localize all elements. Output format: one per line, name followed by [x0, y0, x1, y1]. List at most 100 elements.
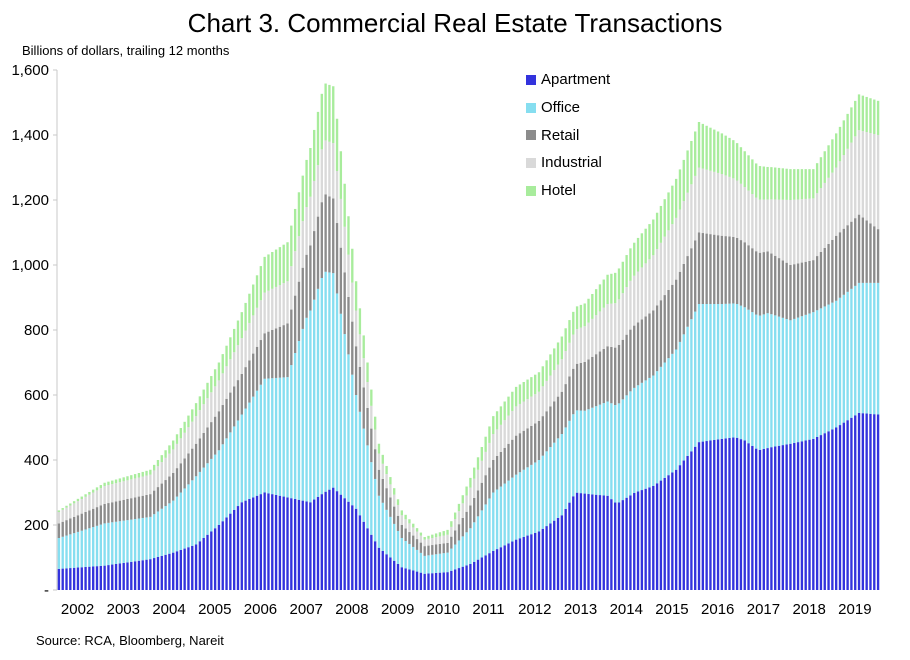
bar-apartment-214 [873, 414, 876, 590]
bar-office-30 [172, 500, 175, 553]
bar-industrial-182 [751, 194, 754, 249]
bar-office-186 [766, 313, 769, 449]
bar-industrial-165 [686, 192, 689, 257]
bar-hotel-18 [126, 476, 129, 481]
bar-apartment-88 [393, 560, 396, 590]
bar-apartment-109 [473, 561, 476, 590]
bar-hotel-6 [80, 496, 83, 499]
x-tick-label: 2011 [472, 601, 504, 618]
bar-retail-188 [774, 255, 777, 316]
bar-office-140 [591, 407, 594, 495]
bar-office-93 [412, 546, 415, 571]
x-tick-label: 2002 [61, 601, 94, 618]
bar-office-144 [606, 401, 609, 496]
bar-industrial-54 [263, 292, 266, 334]
bar-office-41 [213, 454, 217, 529]
bar-hotel-99 [434, 533, 438, 538]
bar-hotel-17 [122, 477, 125, 482]
bar-office-147 [617, 403, 621, 503]
bar-apartment-162 [674, 469, 678, 590]
legend-label-hotel: Hotel [541, 182, 577, 200]
bar-apartment-137 [579, 493, 583, 590]
bar-industrial-134 [568, 342, 571, 377]
bar-industrial-201 [823, 182, 826, 248]
bar-hotel-63 [297, 192, 301, 237]
bar-retail-70 [324, 194, 327, 272]
bar-hotel-81 [366, 362, 369, 382]
bar-office-149 [625, 395, 628, 498]
bar-industrial-197 [808, 198, 811, 261]
bar-retail-141 [594, 354, 598, 407]
bar-office-43 [221, 444, 224, 522]
bar-retail-53 [259, 340, 263, 385]
bar-retail-209 [854, 218, 857, 286]
y-tick-label: 600 [24, 387, 49, 404]
bar-office-213 [869, 282, 872, 414]
bar-retail-59 [282, 325, 285, 378]
bar-industrial-153 [640, 267, 644, 320]
bar-office-106 [461, 536, 464, 567]
bar-office-56 [271, 378, 274, 495]
bar-industrial-131 [556, 364, 560, 397]
bar-apartment-131 [556, 517, 560, 590]
x-tick-label: 2008 [335, 601, 368, 618]
bar-industrial-49 [244, 330, 247, 368]
bar-industrial-145 [610, 303, 613, 347]
bar-hotel-211 [861, 95, 865, 132]
bar-hotel-132 [560, 336, 564, 360]
bar-office-190 [781, 317, 785, 446]
bar-hotel-137 [579, 304, 583, 328]
bar-apartment-0 [57, 568, 61, 591]
bar-apartment-46 [232, 509, 236, 590]
x-tick-label: 2012 [518, 601, 551, 618]
bar-industrial-196 [804, 198, 807, 262]
bar-office-18 [126, 520, 129, 563]
bar-hotel-104 [453, 512, 457, 520]
bar-apartment-18 [126, 562, 129, 591]
bar-office-13 [107, 522, 110, 566]
bar-industrial-32 [179, 438, 183, 464]
bar-office-60 [286, 377, 289, 498]
bar-industrial-176 [728, 176, 731, 237]
bar-hotel-120 [514, 386, 518, 407]
bar-apartment-145 [610, 499, 613, 590]
bar-industrial-191 [785, 199, 788, 263]
bar-retail-208 [850, 221, 853, 289]
bar-apartment-208 [850, 417, 853, 590]
bar-apartment-174 [720, 438, 724, 591]
bar-industrial-212 [865, 132, 868, 221]
source-note: Source: RCA, Bloomberg, Nareit [36, 633, 224, 648]
bar-hotel-182 [751, 159, 754, 195]
bar-hotel-126 [537, 372, 541, 392]
bar-hotel-74 [339, 151, 343, 199]
bar-apartment-118 [507, 543, 510, 590]
bar-hotel-116 [499, 406, 503, 425]
bar-industrial-178 [735, 180, 739, 238]
bar-retail-96 [423, 546, 426, 556]
bar-office-159 [663, 362, 666, 478]
bar-office-14 [111, 522, 114, 565]
bar-office-68 [316, 288, 320, 497]
bar-industrial-187 [770, 199, 773, 254]
bar-retail-214 [873, 226, 876, 283]
bar-retail-21 [137, 496, 141, 519]
bar-office-153 [640, 382, 644, 491]
bar-hotel-149 [625, 255, 628, 288]
bar-apartment-155 [648, 487, 651, 590]
bar-apartment-194 [796, 442, 800, 590]
bar-apartment-116 [499, 547, 503, 590]
bar-industrial-136 [575, 329, 579, 364]
bar-hotel-140 [591, 293, 594, 319]
bar-office-65 [305, 317, 308, 502]
bar-hotel-122 [522, 382, 525, 402]
x-tick-label: 2019 [838, 601, 871, 618]
bar-apartment-50 [248, 499, 251, 590]
bar-office-183 [754, 314, 758, 449]
bar-retail-9 [92, 508, 95, 528]
bar-hotel-97 [427, 535, 430, 539]
bar-apartment-105 [457, 568, 461, 590]
bar-industrial-198 [812, 198, 815, 261]
bar-hotel-129 [549, 354, 552, 376]
bar-industrial-63 [297, 236, 301, 282]
bar-hotel-163 [678, 169, 682, 210]
